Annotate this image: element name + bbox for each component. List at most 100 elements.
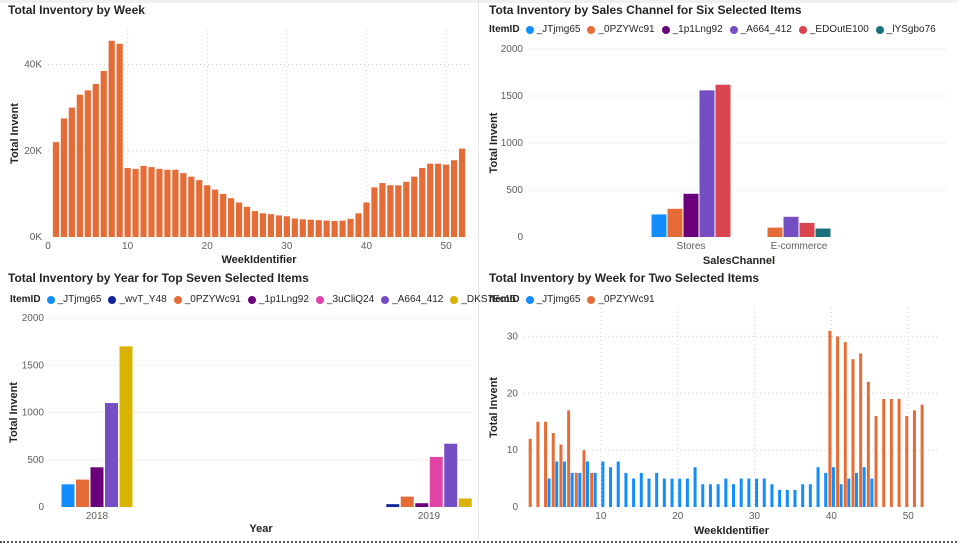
bar: [655, 472, 659, 507]
legend-label: _DKS7Ec15: [461, 294, 516, 305]
bar: [196, 180, 203, 237]
legend-item[interactable]: _EDOutE100: [798, 24, 869, 35]
legend-dot-icon: [450, 295, 459, 304]
legend-dot-icon: [798, 25, 807, 34]
y-axis-title: Total Invent: [8, 382, 20, 443]
bar: [912, 410, 916, 507]
bar: [567, 410, 571, 507]
bar: [574, 472, 578, 507]
bar: [815, 228, 831, 237]
bar: [415, 503, 429, 507]
bar: [824, 472, 828, 507]
legend-label: _3uCliQ24: [326, 294, 375, 305]
bar: [220, 193, 227, 237]
y-tick-label: 10: [507, 445, 519, 456]
bar: [854, 472, 858, 507]
bar: [331, 221, 338, 237]
legend-item[interactable]: _1p1Lng92: [247, 294, 309, 305]
legend-item[interactable]: _lYSgbo76: [875, 24, 936, 35]
legend-item[interactable]: _A664_412: [381, 294, 443, 305]
bar: [559, 444, 563, 507]
bar: [585, 461, 589, 507]
x-axis-title: Year: [249, 523, 273, 535]
legend-item[interactable]: _wvT_Y48: [108, 294, 167, 305]
bar: [379, 183, 386, 237]
bar: [767, 227, 783, 237]
legend-label: _JTjmg65: [536, 24, 581, 35]
bar: [105, 403, 118, 507]
bar: [156, 168, 163, 237]
bar: [783, 216, 799, 237]
legend-label: _JTjmg65: [536, 294, 581, 305]
x-tick-label: 30: [749, 511, 761, 522]
bar: [323, 220, 330, 237]
y-tick-label: 500: [27, 455, 44, 466]
bar: [275, 215, 283, 237]
legend-item[interactable]: _JTjmg65: [525, 24, 581, 35]
legend-label: _wvT_Y48: [119, 294, 167, 305]
legend-item[interactable]: _JTjmg65: [525, 294, 581, 305]
bar: [701, 484, 705, 507]
bar: [905, 416, 909, 507]
bar: [204, 185, 211, 237]
legend-item[interactable]: _0PZYWc91: [587, 294, 655, 305]
x-tick-label: Stores: [677, 241, 706, 252]
bar: [228, 198, 235, 237]
bar: [76, 479, 89, 507]
bar: [843, 342, 847, 507]
bar: [283, 216, 290, 237]
y-tick-label: 2000: [22, 313, 45, 324]
legend-item[interactable]: _1p1Lng92: [661, 24, 723, 35]
y-tick-label: 500: [506, 185, 523, 196]
bar: [100, 70, 107, 237]
legend-item[interactable]: _0PZYWc91: [587, 24, 655, 35]
bar: [859, 353, 863, 507]
chart3-legend: ItemID _JTjmg65 _wvT_Y48 _0PZYWc91 _1p1Lng92…: [10, 294, 523, 305]
bar: [836, 336, 840, 507]
bar: [307, 219, 314, 237]
bar: [339, 220, 346, 237]
chart3-plot: 0 500 1000 1500 2000 2018 2019 Year Total Invent: [8, 313, 472, 535]
bar: [647, 478, 651, 507]
bar: [874, 416, 878, 507]
bar: [429, 456, 443, 507]
chart2-plot: 0 500 1000 1500 2000 Stores E-commerce SalesCha…: [488, 44, 949, 267]
legend-item[interactable]: _A664_412: [729, 24, 792, 35]
bar: [870, 478, 874, 507]
x-axis-title: SalesChannel: [703, 255, 775, 267]
legend-item[interactable]: _JTjmg65: [46, 294, 101, 305]
y-tick-label: 40K: [24, 60, 42, 71]
bottom-border: [0, 541, 957, 543]
y-tick-label: 1000: [501, 138, 524, 149]
bar: [747, 478, 751, 507]
bar: [188, 176, 195, 237]
y-tick-label: 1500: [22, 360, 45, 371]
bar: [685, 478, 689, 507]
bar: [427, 163, 434, 237]
legend-label: _A664_412: [740, 24, 792, 35]
bar: [862, 467, 866, 507]
bar: [755, 478, 759, 507]
legend-item[interactable]: _DKS7Ec15: [450, 294, 516, 305]
bar: [403, 181, 410, 237]
bar: [116, 43, 123, 237]
bar: [882, 398, 886, 507]
legend-item[interactable]: _0PZYWc91: [173, 294, 241, 305]
bar: [547, 478, 551, 507]
legend-dot-icon: [381, 295, 390, 304]
legend-item[interactable]: _3uCliQ24: [315, 294, 375, 305]
legend-dot-icon: [587, 25, 596, 34]
x-tick-label: 10: [122, 241, 134, 252]
chart1-title: Total Inventory by Week: [8, 3, 145, 17]
x-axis-title: WeekIdentifier: [694, 525, 770, 537]
bar: [624, 472, 628, 507]
legend-title: ItemID: [489, 294, 520, 305]
bar: [708, 484, 712, 507]
bar: [68, 107, 75, 237]
x-tick-label: 10: [595, 511, 607, 522]
bar: [52, 142, 60, 237]
bar: [724, 478, 728, 507]
legend-label: _1p1Lng92: [258, 294, 309, 305]
bar: [400, 496, 414, 507]
bar: [762, 478, 766, 507]
